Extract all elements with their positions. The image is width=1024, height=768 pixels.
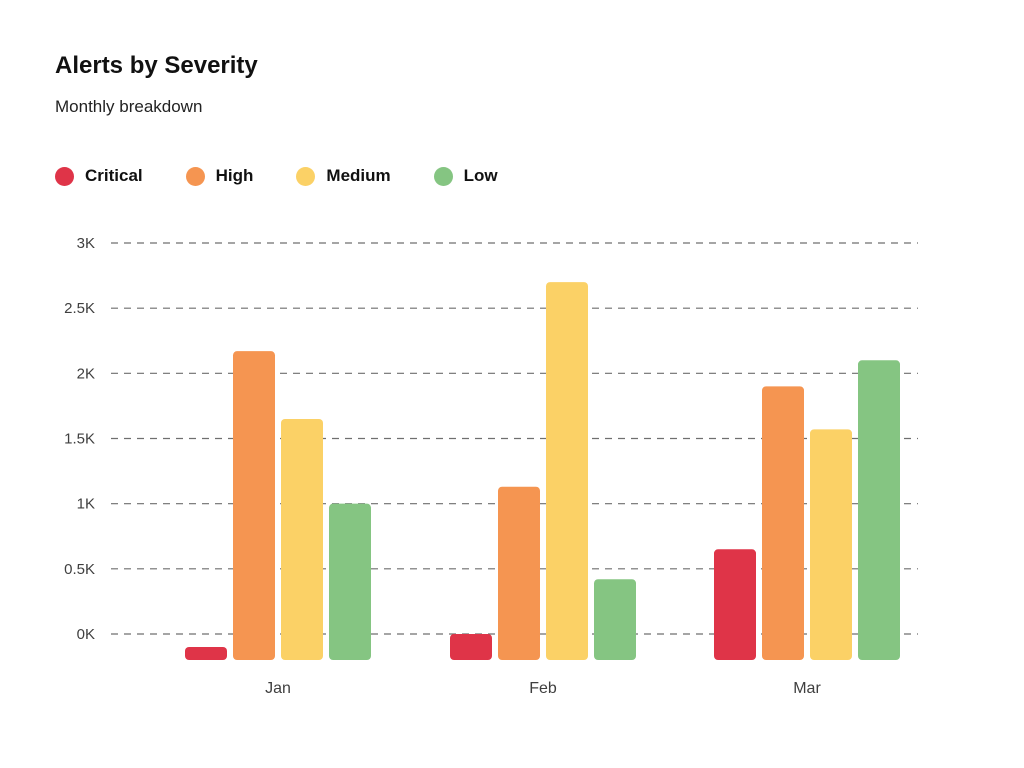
legend: Critical High Medium Low bbox=[55, 164, 541, 188]
bar-group-jan bbox=[185, 351, 371, 660]
legend-label-high: High bbox=[215, 166, 254, 185]
bar-group-mar bbox=[714, 360, 900, 660]
bar-medium-jan[interactable] bbox=[281, 418, 323, 660]
bar-medium-feb[interactable] bbox=[546, 282, 588, 660]
medium-color-swatch bbox=[296, 166, 316, 186]
bar-high-mar[interactable] bbox=[762, 386, 804, 660]
bar-high-jan[interactable] bbox=[233, 351, 275, 660]
legend-label-critical: Critical bbox=[85, 166, 143, 185]
bar-low-mar[interactable] bbox=[858, 360, 900, 660]
legend-label-medium: Medium bbox=[326, 166, 391, 185]
legend-item-medium[interactable]: Medium bbox=[296, 164, 391, 188]
high-color-swatch bbox=[185, 166, 205, 186]
bar-group-feb bbox=[450, 282, 636, 660]
y-tick-label: 1.5K bbox=[64, 431, 95, 448]
chart-title: Alerts by Severity bbox=[55, 52, 258, 79]
legend-item-low[interactable]: Low bbox=[433, 164, 498, 188]
bar-medium-mar[interactable] bbox=[810, 429, 852, 660]
y-tick-labels: 0K 0.5K 1K 1.5K 2K 2.5K 3K bbox=[64, 235, 95, 643]
y-tick-label: 1K bbox=[77, 496, 95, 513]
legend-label-low: Low bbox=[463, 166, 498, 185]
y-tick-label: 2K bbox=[77, 365, 95, 382]
y-tick-label: 0K bbox=[77, 626, 95, 643]
bar-low-feb[interactable] bbox=[594, 579, 636, 660]
x-tick-label-mar: Mar bbox=[793, 680, 821, 697]
y-tick-label: 0.5K bbox=[64, 561, 95, 578]
bar-high-feb[interactable] bbox=[498, 486, 540, 660]
chart-subtitle: Monthly breakdown bbox=[55, 97, 203, 116]
bar-critical-mar[interactable] bbox=[714, 549, 756, 660]
y-tick-label: 3K bbox=[77, 235, 95, 252]
y-tick-label: 2.5K bbox=[64, 300, 95, 317]
bars bbox=[185, 282, 900, 660]
x-tick-label-feb: Feb bbox=[529, 680, 557, 697]
critical-color-swatch bbox=[55, 166, 74, 186]
x-tick-label-jan: Jan bbox=[265, 680, 291, 697]
legend-item-high[interactable]: High bbox=[185, 164, 254, 188]
legend-item-critical[interactable]: Critical bbox=[55, 164, 143, 188]
low-color-swatch bbox=[433, 166, 453, 186]
bar-critical-jan[interactable] bbox=[185, 647, 227, 660]
bar-low-jan[interactable] bbox=[329, 503, 371, 660]
bar-critical-feb[interactable] bbox=[450, 634, 492, 660]
